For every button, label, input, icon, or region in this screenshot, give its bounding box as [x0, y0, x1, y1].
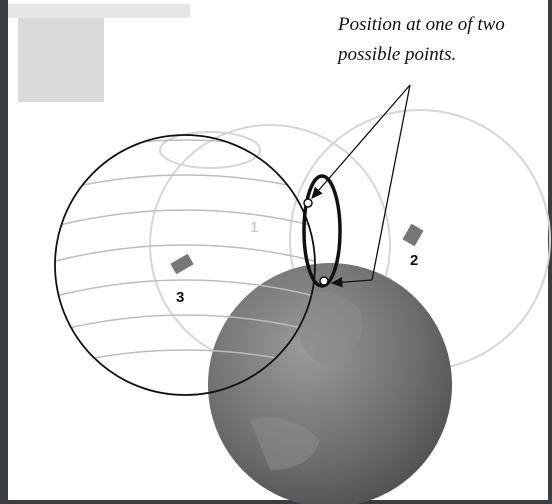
placeholder-bar [8, 4, 190, 18]
satellite-label: 3 [176, 289, 184, 306]
intersection-ring [302, 174, 342, 288]
position-point [319, 276, 329, 286]
annotation-line: Position at one of two [337, 14, 505, 35]
arrows [311, 84, 411, 288]
satellite-label: 1 [250, 219, 258, 236]
satellite-label: 2 [410, 252, 418, 269]
placeholder-box [18, 18, 104, 102]
annotation-line: possible points. [336, 44, 456, 65]
satellite-icons [170, 223, 424, 275]
earth-land [250, 292, 363, 470]
position-point [303, 198, 313, 208]
